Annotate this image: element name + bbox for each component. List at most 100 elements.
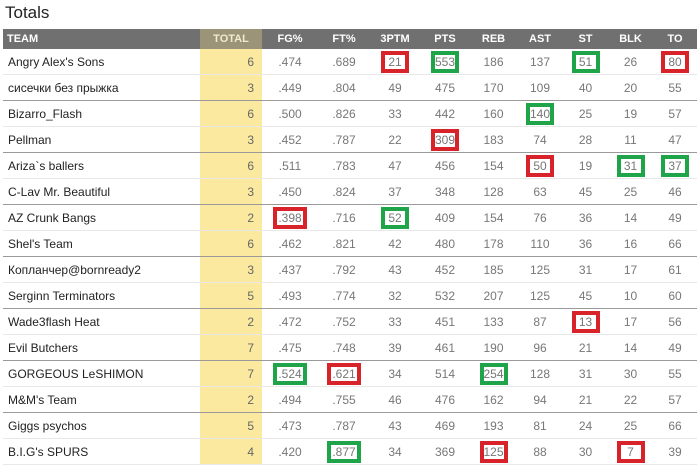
- stat-blk: 22: [608, 386, 653, 413]
- stat-pts: 476: [420, 386, 470, 413]
- stat-to: 46: [653, 178, 697, 205]
- stat-total: 4: [200, 438, 262, 465]
- table-row: Копланчер@bornready2 3.437.792 43 452 185 125…: [3, 256, 697, 283]
- stat-total: 2: [200, 308, 262, 335]
- stat-fg-pct: .420: [262, 438, 318, 465]
- stat-st: 28: [563, 126, 608, 153]
- team-name[interactable]: AZ Crunk Bangs: [3, 204, 200, 231]
- highlighted-stat-tpm: 52: [370, 204, 420, 231]
- stat-reb: 162: [470, 386, 517, 413]
- stat-reb: 154: [470, 204, 517, 231]
- stat-pts: 451: [420, 308, 470, 335]
- stat-blk: 26: [608, 49, 653, 75]
- stat-3ptm: 43: [370, 412, 420, 439]
- team-name[interactable]: M&M's Team: [3, 386, 200, 413]
- highlighted-stat-reb: 254: [470, 360, 517, 387]
- stat-fg-pct: .511: [262, 152, 318, 179]
- team-name[interactable]: Serginn Terminators: [3, 282, 200, 309]
- column-header-reb[interactable]: REB: [470, 29, 517, 49]
- stat-fg-pct: .450: [262, 178, 318, 205]
- stat-fg-pct: .500: [262, 100, 318, 127]
- team-name[interactable]: Pellman: [3, 126, 200, 153]
- team-name[interactable]: Shel's Team: [3, 230, 200, 257]
- table-row: AZ Crunk Bangs 2.398.716 52 409 154 76 36 14 49: [3, 204, 697, 231]
- stat-fg-pct: .474: [262, 49, 318, 75]
- team-name[interactable]: сисечки без прыжка: [3, 74, 200, 101]
- stat-to: 60: [653, 282, 697, 309]
- stat-ast: 88: [517, 438, 563, 465]
- stat-fg-pct: .475: [262, 334, 318, 361]
- stat-st: 19: [563, 152, 608, 179]
- stat-total: 3: [200, 126, 262, 153]
- stat-reb: 133: [470, 308, 517, 335]
- team-name[interactable]: Копланчер@bornready2: [3, 256, 200, 283]
- column-header-st[interactable]: ST: [563, 29, 608, 49]
- column-header-team[interactable]: TEAM: [3, 29, 200, 49]
- highlighted-stat-blk: 31: [608, 152, 653, 179]
- column-header-3ptm[interactable]: 3PTM: [370, 29, 420, 49]
- stat-3ptm: 34: [370, 360, 420, 387]
- stat-ast: 125: [517, 256, 563, 283]
- team-name[interactable]: Angry Alex's Sons: [3, 49, 200, 75]
- team-name[interactable]: GORGEOUS LeSHIMON: [3, 360, 200, 387]
- stat-ast: 81: [517, 412, 563, 439]
- stat-to: 39: [653, 438, 697, 465]
- stat-to: 55: [653, 360, 697, 387]
- stat-ast: 109: [517, 74, 563, 101]
- stat-ft-pct: .824: [318, 178, 370, 205]
- stat-pts: 442: [420, 100, 470, 127]
- stat-3ptm: 37: [370, 178, 420, 205]
- stat-blk: 19: [608, 100, 653, 127]
- stat-3ptm: 33: [370, 100, 420, 127]
- stat-fg-pct: .493: [262, 282, 318, 309]
- team-name[interactable]: Evil Butchers: [3, 334, 200, 361]
- stat-3ptm: 46: [370, 386, 420, 413]
- stat-reb: 193: [470, 412, 517, 439]
- stat-st: 40: [563, 74, 608, 101]
- stat-3ptm: 47: [370, 152, 420, 179]
- highlighted-stat-to: 80: [653, 49, 697, 75]
- table-row: Pellman 3.452.787 22 309 183 74 28 11 47: [3, 126, 697, 153]
- column-header-fg-pct[interactable]: FG%: [262, 29, 318, 49]
- stat-st: 45: [563, 178, 608, 205]
- stat-ft-pct: .748: [318, 334, 370, 361]
- stat-ast: 87: [517, 308, 563, 335]
- stat-blk: 10: [608, 282, 653, 309]
- highlighted-stat-reb: 125: [470, 438, 517, 465]
- stat-blk: 11: [608, 126, 653, 153]
- column-header-ast[interactable]: AST: [517, 29, 563, 49]
- stat-to: 57: [653, 100, 697, 127]
- highlighted-stat-to: 37: [653, 152, 697, 179]
- stat-fg-pct: .449: [262, 74, 318, 101]
- column-header-blk[interactable]: BLK: [608, 29, 653, 49]
- stat-pts: 469: [420, 412, 470, 439]
- stat-blk: 14: [608, 334, 653, 361]
- team-name[interactable]: Ariza`s ballers: [3, 152, 200, 179]
- team-name[interactable]: Giggs psychos: [3, 412, 200, 439]
- table-row: B.I.G's SPURS 4.420.877 34 369 125 88 30 7 39: [3, 438, 697, 465]
- stat-ast: 110: [517, 230, 563, 257]
- stat-pts: 532: [420, 282, 470, 309]
- stat-ast: 128: [517, 360, 563, 387]
- stat-total: 6: [200, 230, 262, 257]
- stat-3ptm: 22: [370, 126, 420, 153]
- stat-blk: 14: [608, 204, 653, 231]
- column-header-to[interactable]: TO: [653, 29, 697, 49]
- stat-ft-pct: .716: [318, 204, 370, 231]
- column-header-total[interactable]: TOTAL: [200, 29, 262, 49]
- team-name[interactable]: B.I.G's SPURS: [3, 438, 200, 465]
- stat-to: 61: [653, 256, 697, 283]
- stat-to: 49: [653, 204, 697, 231]
- team-name[interactable]: Bizarro_Flash: [3, 100, 200, 127]
- stat-pts: 480: [420, 230, 470, 257]
- team-name[interactable]: C-Lav Mr. Beautiful: [3, 178, 200, 205]
- stat-reb: 190: [470, 334, 517, 361]
- team-name[interactable]: Wade3flash Heat: [3, 308, 200, 335]
- highlighted-stat-ast: 50: [517, 152, 563, 179]
- column-header-pts[interactable]: PTS: [420, 29, 470, 49]
- stat-3ptm: 34: [370, 438, 420, 465]
- stat-total: 7: [200, 360, 262, 387]
- column-header-ft-pct[interactable]: FT%: [318, 29, 370, 49]
- table-body: Angry Alex's Sons 6.474.689 21 553 186 137 51 2…: [3, 49, 697, 465]
- stat-total: 6: [200, 152, 262, 179]
